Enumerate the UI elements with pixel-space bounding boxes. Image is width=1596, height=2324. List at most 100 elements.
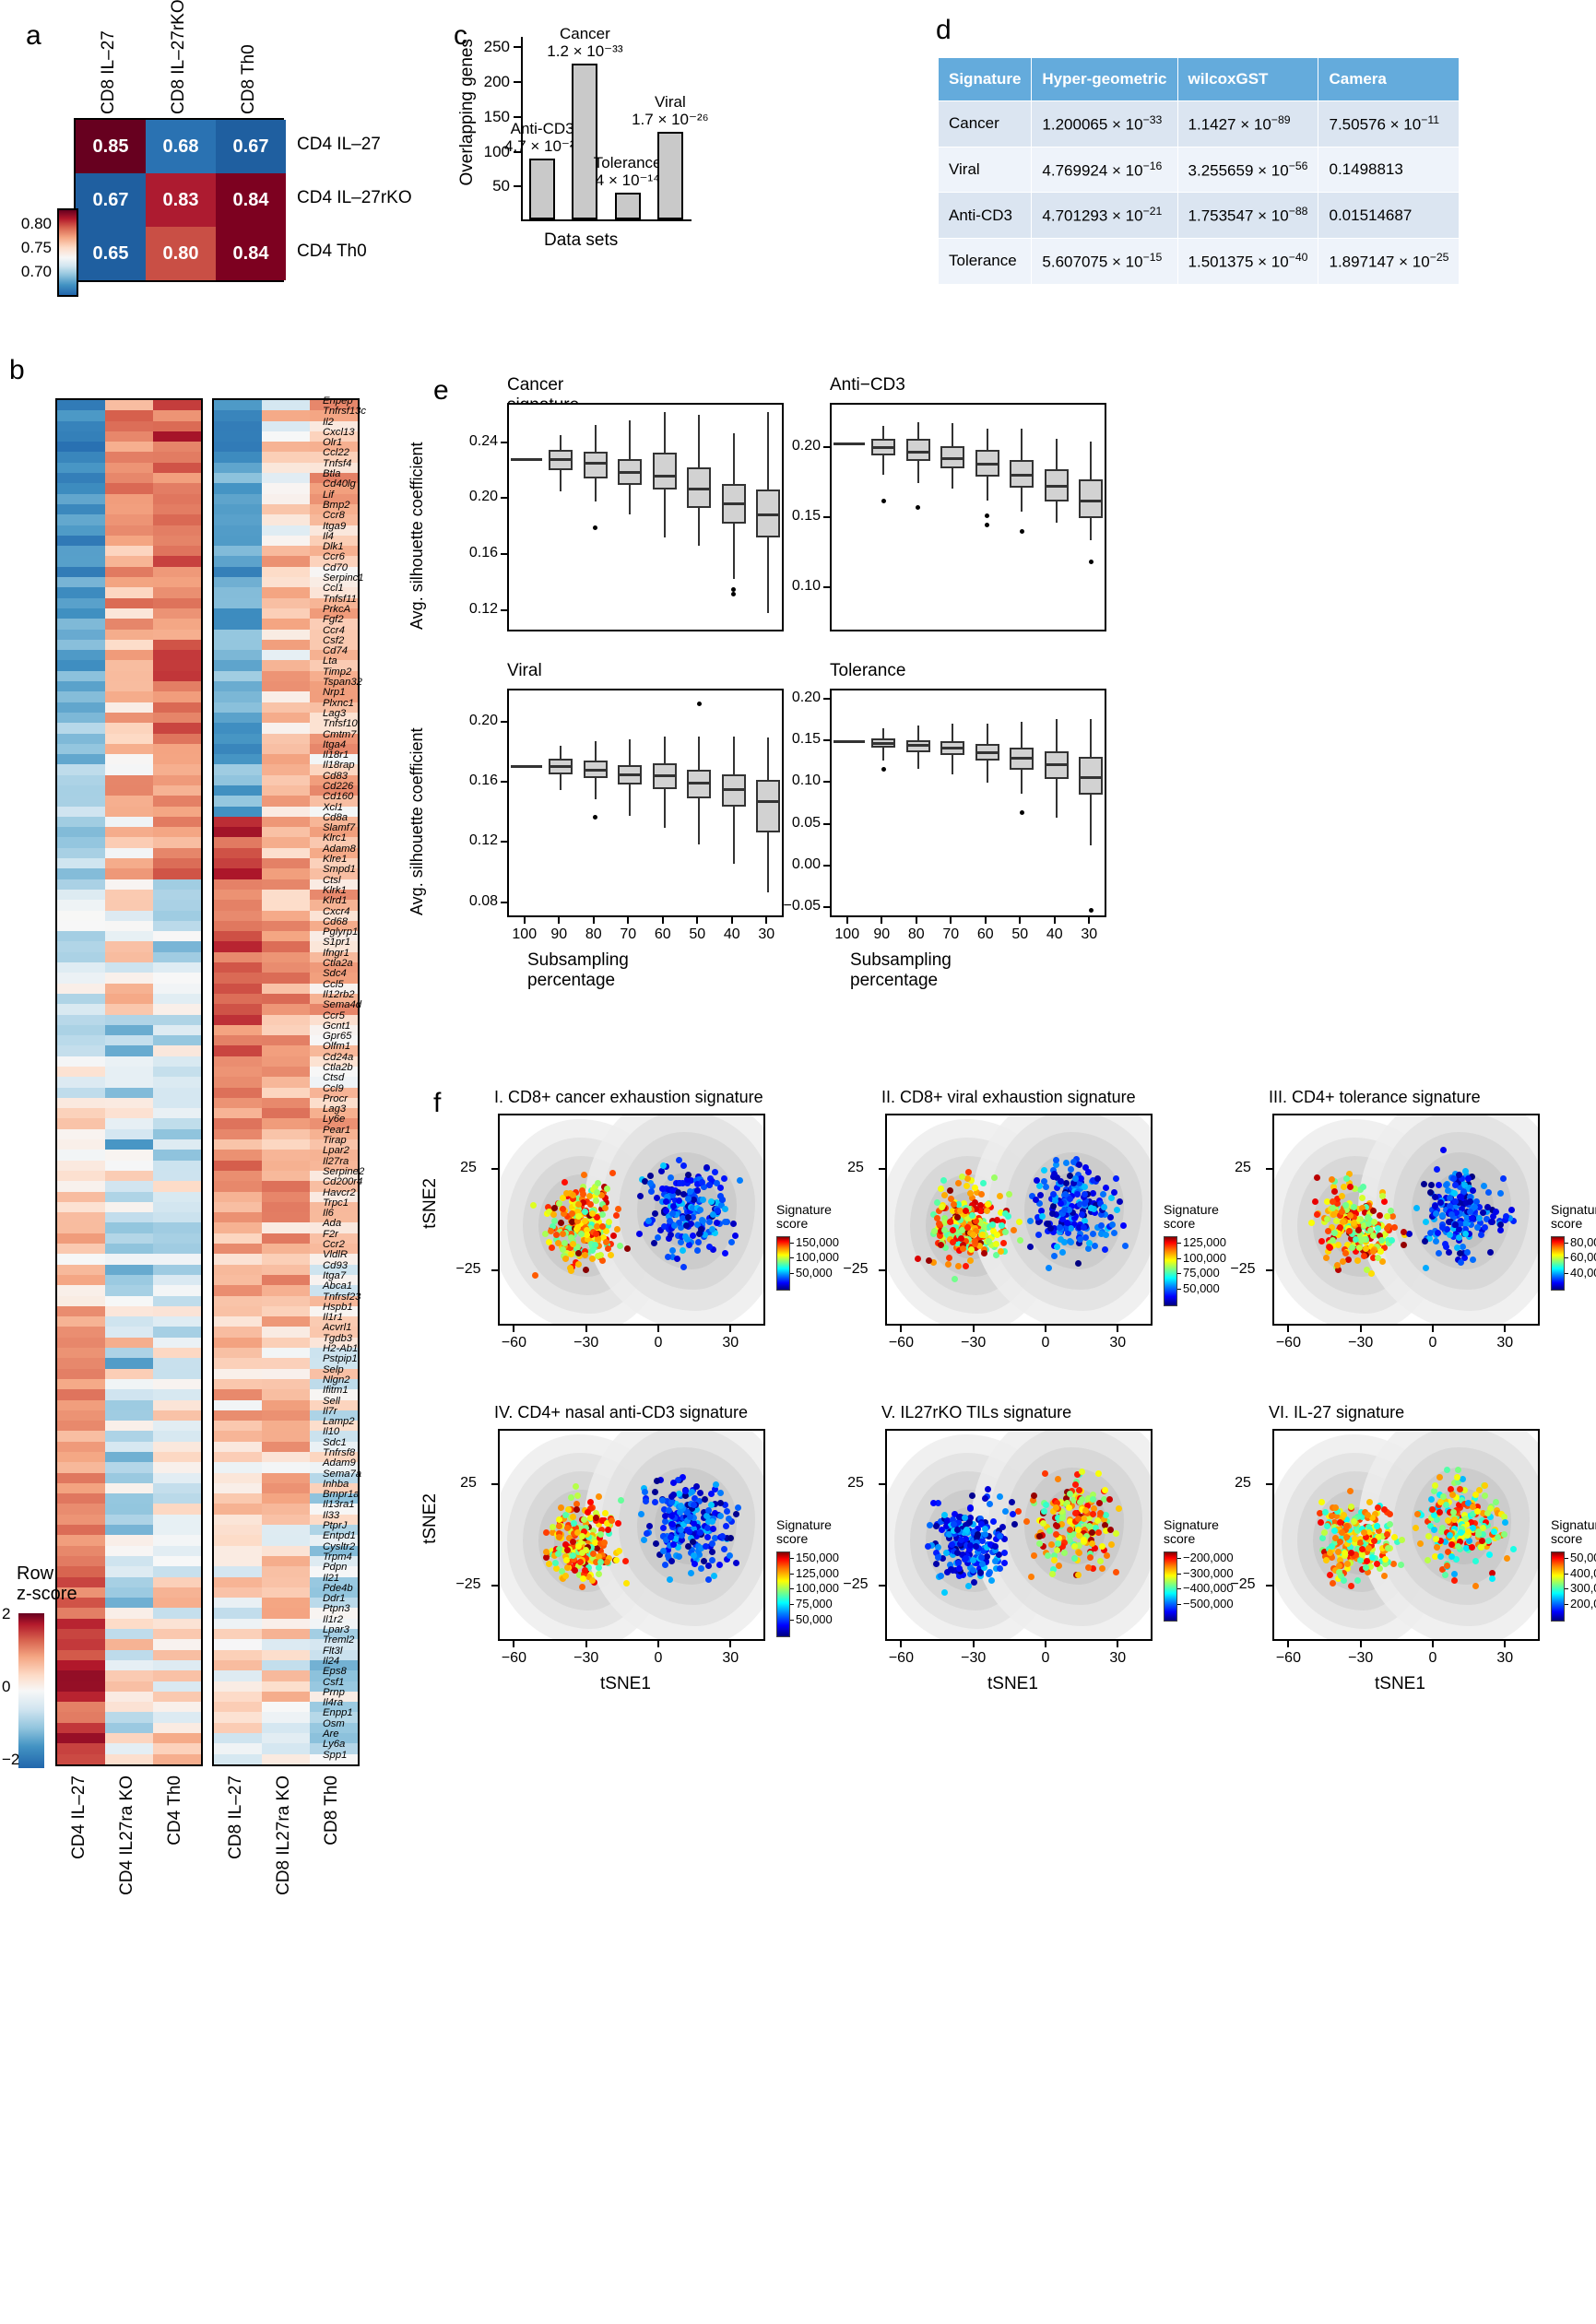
scatter-point xyxy=(641,1485,648,1492)
panel-b-gene-label: Plxnc1 xyxy=(323,697,354,709)
scatter-point xyxy=(608,1252,615,1259)
scatter-point xyxy=(666,1186,673,1193)
panel-b-gene-label: Cd93 xyxy=(323,1259,349,1271)
scatter-point xyxy=(1412,1524,1419,1531)
scatter-point xyxy=(1075,1161,1082,1168)
scatter-point xyxy=(1432,1482,1439,1490)
panel-f-legend-tick xyxy=(1565,1257,1568,1259)
scatter-point xyxy=(659,1525,667,1532)
scatter-point xyxy=(721,1250,728,1257)
scatter-point xyxy=(939,1554,946,1562)
scatter-point xyxy=(617,1243,624,1250)
scatter-point xyxy=(1103,1518,1110,1526)
scatter-point xyxy=(699,1197,706,1204)
scatter-point xyxy=(654,1195,661,1202)
scatter-point xyxy=(594,1223,601,1231)
scatter-point xyxy=(692,1540,699,1548)
scatter-point xyxy=(1478,1538,1485,1545)
scatter-point xyxy=(1365,1248,1372,1256)
scatter-point xyxy=(1082,1532,1090,1540)
panel-e-xtick-label: 100 xyxy=(834,926,860,942)
scatter-point xyxy=(1074,1172,1082,1179)
panel-b-gene-label: Spp1 xyxy=(323,1749,348,1761)
scatter-point xyxy=(590,1551,597,1558)
scatter-point xyxy=(1347,1582,1354,1589)
scatter-point xyxy=(541,1231,549,1238)
scatter-point xyxy=(1366,1209,1374,1217)
scatter-point xyxy=(1428,1181,1436,1188)
scatter-point xyxy=(985,1486,992,1493)
scatter-point xyxy=(677,1503,684,1510)
scatter-point xyxy=(1328,1543,1335,1551)
scatter-point xyxy=(975,1545,983,1552)
panel-f-legend-tick xyxy=(790,1619,794,1621)
scatter-point xyxy=(1346,1171,1354,1178)
scatter-point xyxy=(1065,1230,1072,1237)
scatter-point xyxy=(552,1560,560,1567)
scatter-point xyxy=(616,1548,623,1555)
panel-f-xtick-label: 0 xyxy=(1428,1335,1437,1351)
scatter-point xyxy=(1469,1503,1476,1510)
panel-b-gene-label: Tnfrsf8 xyxy=(323,1446,356,1458)
scatter-point xyxy=(1061,1238,1069,1245)
scatter-point xyxy=(1327,1549,1334,1556)
scatter-point xyxy=(967,1541,975,1549)
boxplot-median xyxy=(1010,474,1034,478)
scatter-point xyxy=(568,1234,575,1242)
scatter-point xyxy=(588,1544,596,1551)
scatter-point xyxy=(666,1235,673,1243)
scatter-point xyxy=(959,1242,966,1248)
scatter-point xyxy=(613,1226,621,1233)
scatter-point xyxy=(687,1187,694,1195)
scatter-point xyxy=(1358,1513,1365,1520)
scatter-point xyxy=(959,1219,966,1226)
scatter-point xyxy=(1439,1565,1447,1573)
panel-e-xtick-mark xyxy=(984,917,987,924)
scatter-point xyxy=(1451,1182,1459,1189)
boxplot-median xyxy=(549,765,573,769)
scatter-point xyxy=(591,1183,598,1190)
panel-f-legend-tick xyxy=(790,1558,794,1560)
panel-f-xtick-label: −30 xyxy=(1348,1650,1374,1666)
scatter-point xyxy=(609,1516,616,1524)
panel-b-gene-label: Entpd1 xyxy=(323,1530,356,1542)
scatter-point xyxy=(953,1229,961,1236)
scatter-point xyxy=(691,1197,698,1204)
scatter-point xyxy=(1308,1219,1316,1226)
scatter-point xyxy=(1074,1572,1082,1579)
scatter-point xyxy=(1457,1545,1464,1552)
panel-f-legend-label: 125,000 xyxy=(796,1565,839,1580)
scatter-point xyxy=(1436,1499,1444,1506)
panel-f-plot-frame xyxy=(1272,1429,1540,1641)
panel-b-gene-label: Bmp2 xyxy=(323,499,350,511)
scatter-point xyxy=(568,1230,575,1237)
scatter-point xyxy=(1379,1544,1386,1551)
scatter-point xyxy=(1014,1508,1022,1516)
scatter-point xyxy=(964,1224,971,1232)
panel-b-gene-label: Btla xyxy=(323,468,341,480)
panel-a-cell: 0.67 xyxy=(216,120,286,173)
scatter-point xyxy=(1062,1494,1070,1502)
scatter-point xyxy=(1068,1185,1075,1191)
scatter-point xyxy=(938,1204,945,1211)
scatter-point xyxy=(1431,1227,1438,1234)
scatter-point xyxy=(674,1233,681,1240)
scatter-point xyxy=(680,1520,687,1528)
scatter-point xyxy=(1023,1517,1030,1525)
panel-f-legend-tick xyxy=(1565,1272,1568,1274)
panel-b-gene-label: Xcl1 xyxy=(323,801,343,813)
scatter-point xyxy=(1059,1216,1067,1223)
scatter-point xyxy=(1448,1553,1456,1561)
scatter-point xyxy=(1355,1226,1363,1233)
scatter-point xyxy=(664,1532,671,1540)
scatter-point xyxy=(977,1521,985,1528)
scatter-point xyxy=(1325,1227,1332,1234)
panel-f-xtick-label: −30 xyxy=(961,1650,987,1666)
scatter-point xyxy=(651,1240,658,1247)
scatter-point xyxy=(1497,1189,1504,1197)
scatter-point xyxy=(736,1176,743,1184)
panel-f-xtick-mark xyxy=(900,1641,903,1647)
scatter-point xyxy=(1049,1191,1057,1198)
scatter-point xyxy=(1432,1194,1439,1201)
